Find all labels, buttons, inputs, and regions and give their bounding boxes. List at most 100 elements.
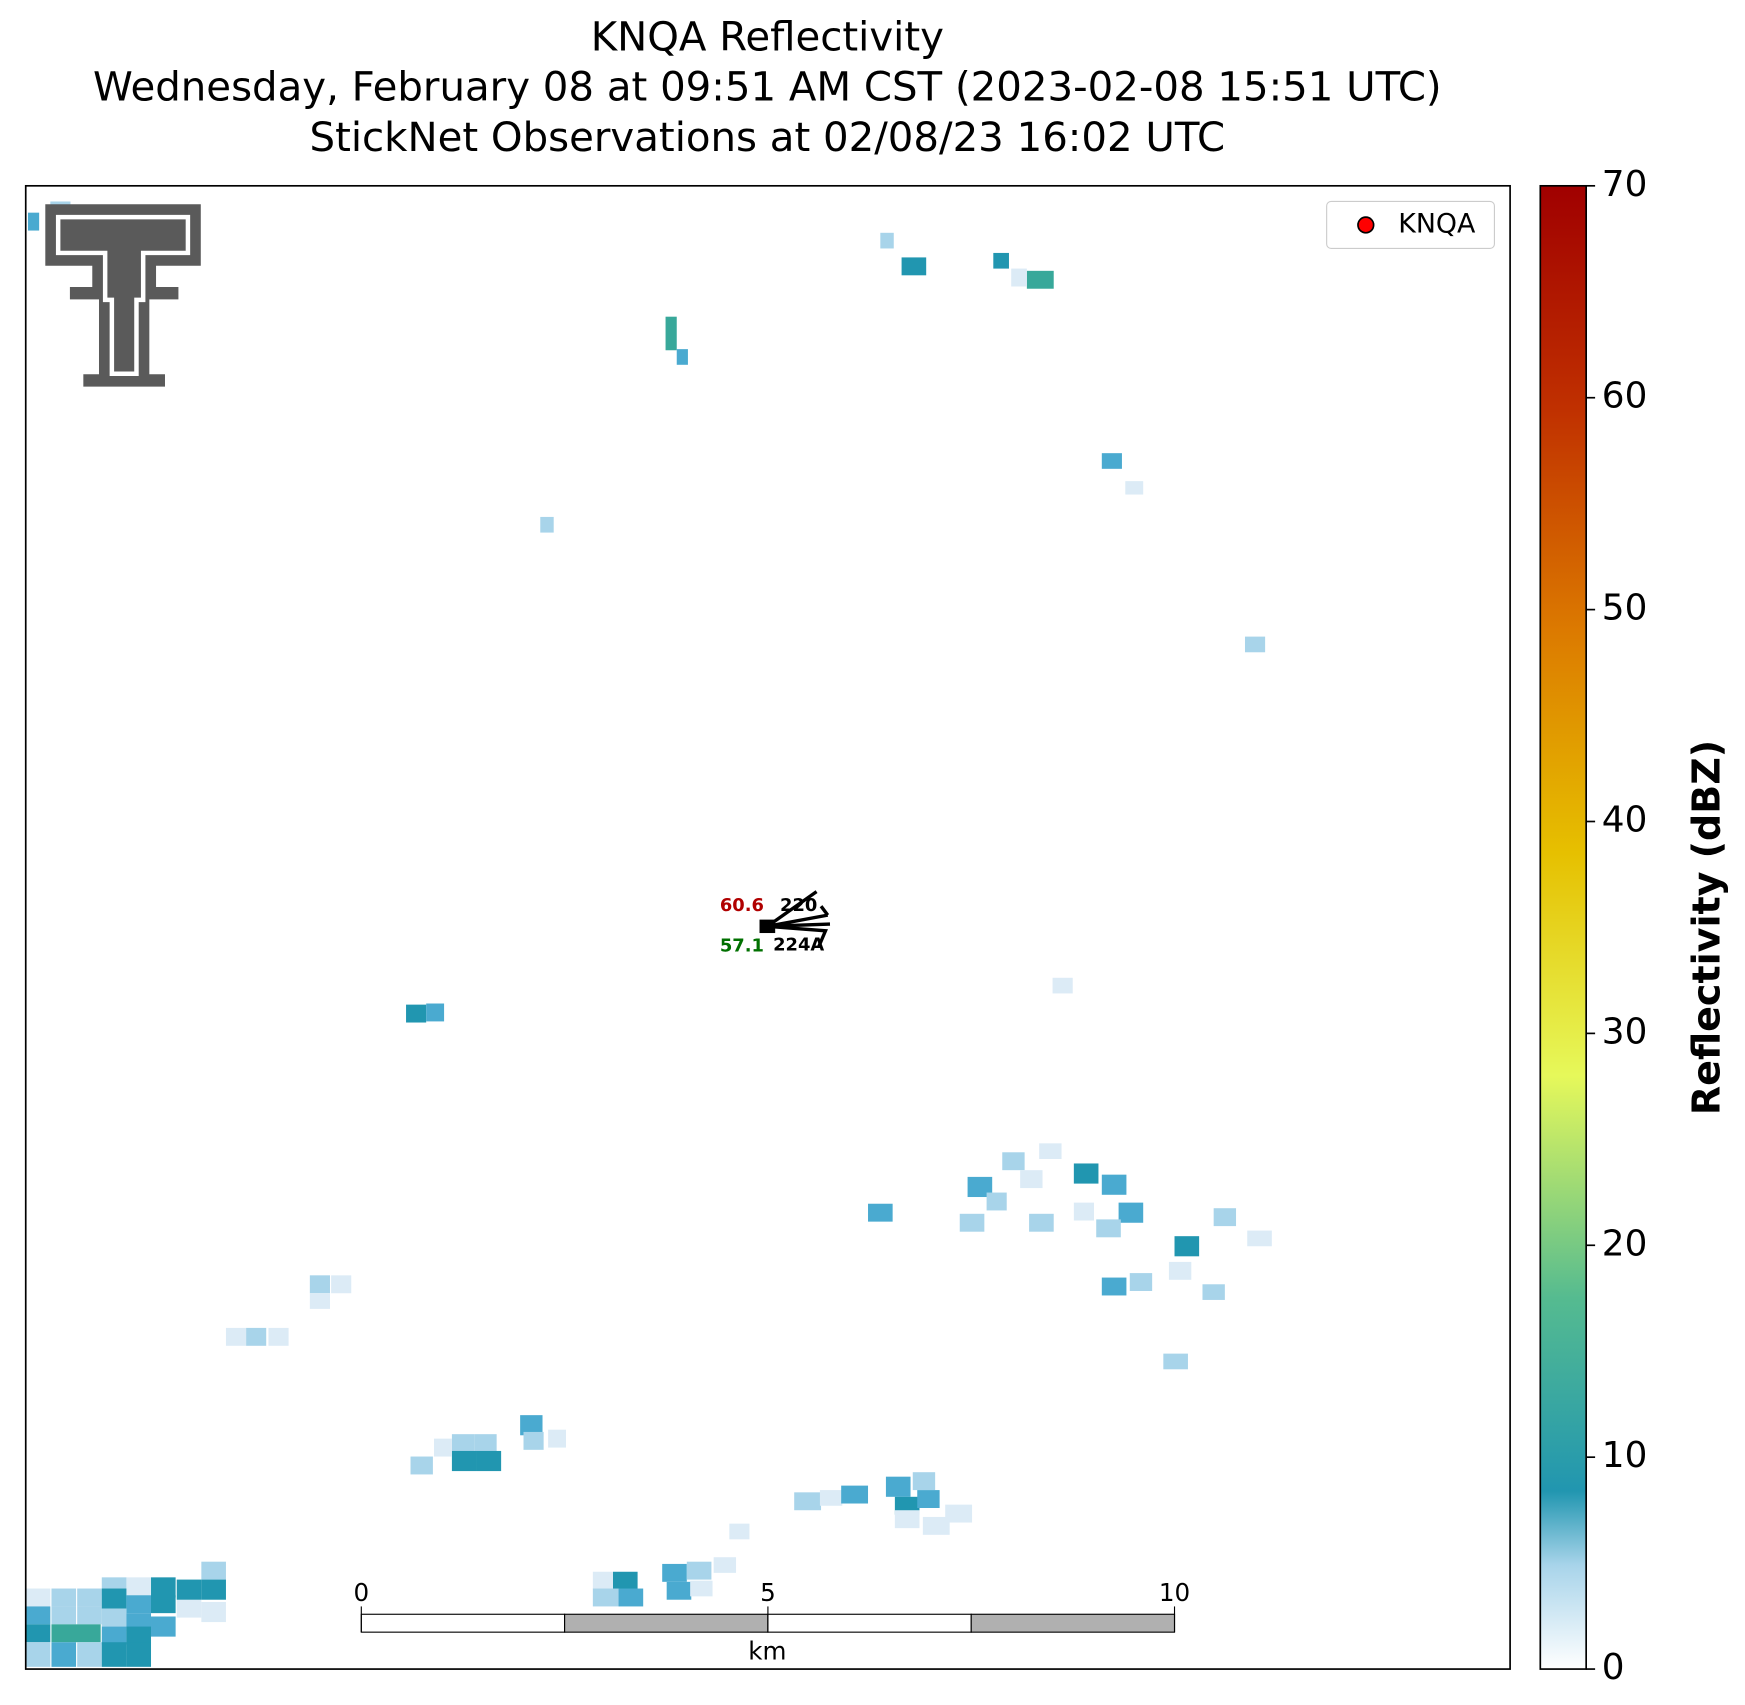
echo-pixel bbox=[451, 1450, 477, 1472]
echo-pixel bbox=[819, 1490, 843, 1506]
echo-pixel bbox=[331, 1275, 352, 1294]
echo-pixel bbox=[1213, 1208, 1237, 1227]
echo-pixel bbox=[1073, 1163, 1099, 1184]
scale-segment bbox=[564, 1613, 769, 1633]
scale-segment bbox=[970, 1613, 1176, 1633]
echo-pixel bbox=[176, 1599, 202, 1618]
temperature: 60.6 bbox=[720, 895, 764, 916]
dewpoint: 57.1 bbox=[720, 935, 764, 956]
echo-pixel bbox=[686, 1561, 712, 1580]
echo-pixel bbox=[885, 1476, 911, 1497]
echo-pixel bbox=[268, 1327, 289, 1346]
pressure: 220 bbox=[780, 895, 817, 916]
echo-pixel bbox=[309, 1293, 330, 1309]
echo-pixel bbox=[101, 1588, 127, 1609]
echo-pixel bbox=[520, 1415, 543, 1436]
echo-pixel bbox=[25, 1588, 51, 1607]
radar-echoes bbox=[25, 201, 1272, 1667]
echo-pixel bbox=[917, 1490, 940, 1508]
legend-marker bbox=[1357, 216, 1375, 234]
echo-pixel bbox=[151, 1595, 176, 1614]
echo-pixel bbox=[592, 1571, 613, 1590]
legend-box bbox=[1326, 200, 1495, 250]
echo-pixel bbox=[894, 1510, 920, 1529]
echo-pixel bbox=[945, 1504, 973, 1523]
echo-pixel bbox=[201, 1561, 226, 1580]
echo-pixel bbox=[880, 232, 894, 249]
echo-pixel bbox=[406, 1004, 427, 1023]
echo-pixel bbox=[794, 1492, 822, 1511]
echo-pixel bbox=[523, 1431, 544, 1450]
echo-pixel bbox=[1168, 1261, 1192, 1280]
scale-segment bbox=[360, 1613, 566, 1633]
echo-pixel bbox=[451, 1434, 475, 1455]
echo-pixel bbox=[666, 1581, 692, 1600]
echo-pixel bbox=[151, 1577, 176, 1598]
echo-pixel bbox=[51, 1624, 101, 1643]
echo-pixel bbox=[1020, 1170, 1043, 1189]
echo-pixel bbox=[1026, 270, 1054, 289]
echo-pixel bbox=[51, 1588, 77, 1607]
echo-pixel bbox=[1163, 1353, 1188, 1370]
echo-pixel bbox=[1073, 1202, 1094, 1221]
scale-bar: km 0 5 10 bbox=[353, 1578, 1190, 1665]
colorbar: Reflectivity (dBZ) 0 10 20 30 40 50 60 70 bbox=[1539, 164, 1729, 1688]
echo-pixel bbox=[1118, 1202, 1144, 1223]
echo-pixel bbox=[841, 1485, 869, 1504]
wind-barb bbox=[766, 890, 831, 948]
echo-pixel bbox=[690, 1580, 713, 1597]
echo-pixel bbox=[246, 1327, 267, 1346]
echo-pixel bbox=[1101, 1174, 1127, 1195]
echo-pixel bbox=[1011, 268, 1027, 287]
echo-pixel bbox=[959, 1213, 985, 1232]
echo-pixel bbox=[201, 1601, 226, 1623]
colorbar-tick-label: 10 bbox=[1602, 1435, 1648, 1476]
echo-pixel bbox=[25, 1624, 51, 1643]
echo-pixel bbox=[101, 1642, 127, 1667]
echo-pixel bbox=[713, 1557, 737, 1573]
echo-pixel bbox=[77, 1642, 102, 1667]
scale-unit: km bbox=[748, 1636, 786, 1665]
echo-pixel bbox=[126, 1577, 152, 1596]
logo bbox=[45, 204, 201, 387]
map-frame bbox=[24, 184, 1511, 1670]
echo-pixel bbox=[1096, 1219, 1121, 1238]
echo-pixel bbox=[729, 1523, 750, 1540]
echo-pixel bbox=[176, 1579, 202, 1600]
echo-pixel bbox=[1202, 1284, 1225, 1300]
colorbar-tick-label: 40 bbox=[1602, 799, 1648, 840]
scale-tick-label: 0 bbox=[353, 1578, 369, 1607]
legend: KNQA bbox=[1326, 200, 1495, 250]
echo-pixel bbox=[25, 1606, 51, 1625]
echo-pixel bbox=[126, 1595, 152, 1614]
echo-pixel bbox=[101, 1608, 127, 1627]
echo-pixel bbox=[151, 1616, 176, 1637]
echo-pixel bbox=[1174, 1236, 1200, 1257]
colorbar-tick-label: 60 bbox=[1602, 376, 1648, 417]
scale-tick-label: 10 bbox=[1159, 1578, 1190, 1607]
echo-pixel bbox=[1247, 1230, 1272, 1247]
echo-pixel bbox=[967, 1176, 993, 1198]
echo-pixel bbox=[77, 1606, 102, 1625]
echo-pixel bbox=[51, 1606, 77, 1625]
echo-pixel bbox=[476, 1450, 502, 1472]
echo-pixel bbox=[612, 1571, 638, 1590]
echo-pixel bbox=[993, 252, 1009, 269]
colorbar-tick-label: 20 bbox=[1602, 1223, 1648, 1264]
colorbar-tick-label: 30 bbox=[1602, 1011, 1648, 1052]
title: KNQA Reflectivity bbox=[591, 14, 944, 60]
echo-pixel bbox=[27, 212, 40, 231]
echo-pixel bbox=[309, 1275, 330, 1294]
echo-pixel bbox=[1002, 1152, 1025, 1171]
echo-pixel bbox=[868, 1203, 893, 1222]
legend-label: KNQA bbox=[1398, 208, 1476, 239]
station-id: 224A bbox=[773, 934, 824, 955]
echo-pixel bbox=[474, 1434, 497, 1455]
echo-pixel bbox=[25, 1642, 51, 1667]
echo-pixel bbox=[1101, 453, 1122, 469]
echo-pixel bbox=[676, 349, 688, 365]
station: 60.6 220 57.1 224A bbox=[720, 890, 831, 956]
echo-pixel bbox=[1101, 1277, 1127, 1296]
echo-pixel bbox=[665, 316, 677, 351]
